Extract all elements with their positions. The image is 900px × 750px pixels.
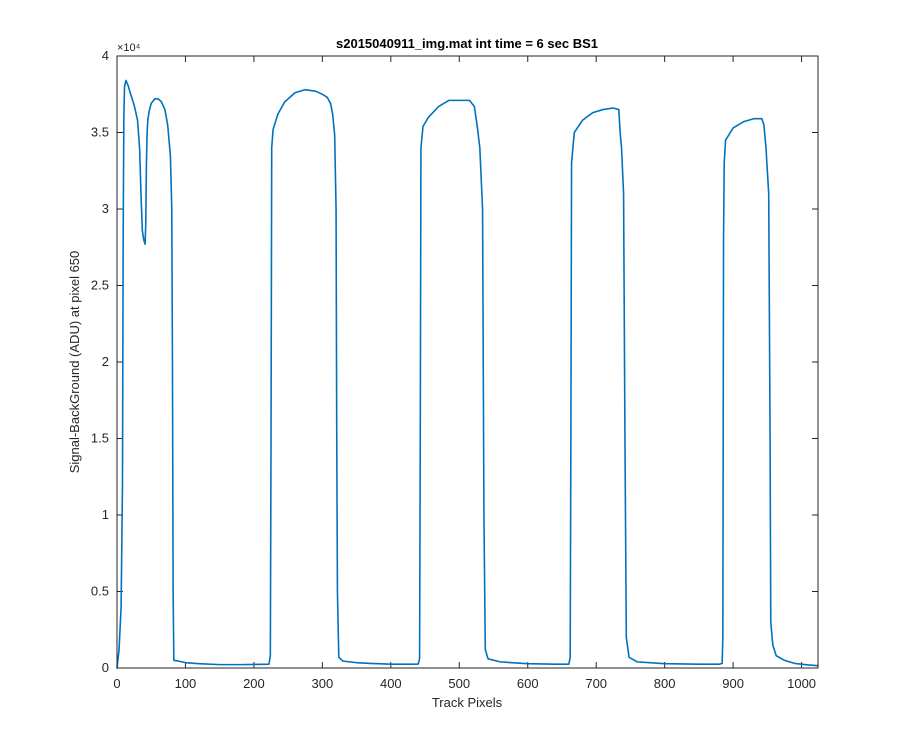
x-tick-label: 700	[585, 676, 607, 691]
x-axis-label: Track Pixels	[432, 695, 503, 710]
y-tick-label: 0	[102, 660, 109, 675]
data-layer	[116, 79, 819, 669]
plot-area-background	[117, 56, 818, 668]
axes-layer: 0 100 200 300 400 500 600 700 800 900 1000 0 0.5 1 1.5…	[91, 48, 818, 691]
y-tick-label: 2.5	[91, 278, 109, 293]
y-tick-label: 4	[102, 48, 109, 63]
chart-title: s2015040911_img.mat int time = 6 sec BS1	[336, 36, 598, 51]
x-tick-label: 200	[243, 676, 265, 691]
y-tick-label: 3.5	[91, 125, 109, 140]
y-exponent-label: ×10⁴	[117, 42, 141, 54]
x-tick-label: 600	[517, 676, 539, 691]
x-tick-label: 100	[175, 676, 197, 691]
x-tick-label: 900	[722, 676, 744, 691]
x-tick-label: 800	[654, 676, 676, 691]
plot-frame	[116, 55, 819, 669]
y-tick-label: 1.5	[91, 431, 109, 446]
x-tick-label: 300	[312, 676, 334, 691]
y-tick-label: 3	[102, 201, 109, 216]
x-tick-label: 500	[448, 676, 470, 691]
x-tick-label: 400	[380, 676, 402, 691]
y-axis-label: Signal-BackGround (ADU) at pixel 650	[67, 251, 82, 474]
y-tick-label: 2	[102, 354, 109, 369]
y-tick-label: 1	[102, 507, 109, 522]
x-tick-label: 0	[113, 676, 120, 691]
y-tick-label: 0.5	[91, 584, 109, 599]
x-tick-label: 1000	[787, 676, 816, 691]
series-line	[116, 79, 819, 669]
